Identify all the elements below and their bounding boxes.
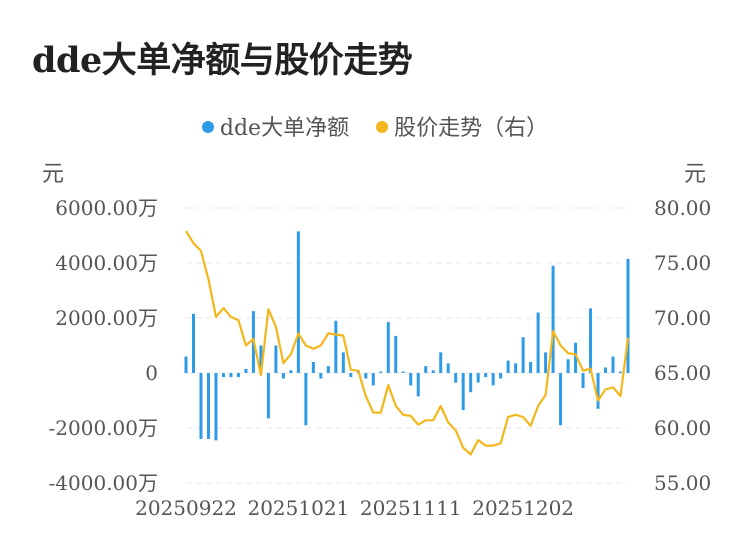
bar [499, 373, 503, 379]
bar [626, 258, 630, 373]
legend-item-dde[interactable]: dde大单净额 [201, 110, 350, 142]
x-tick-label: 20251202 [472, 496, 574, 520]
right-tick-label: 70.00 [654, 306, 711, 330]
bar [229, 373, 233, 378]
bar [446, 363, 450, 373]
bar [206, 373, 210, 439]
bar [214, 373, 218, 441]
bar [304, 373, 308, 426]
line-layer [185, 230, 630, 456]
bar [191, 313, 195, 373]
bar [611, 356, 615, 373]
bar [394, 335, 398, 373]
bar [574, 342, 578, 373]
bar [401, 371, 405, 373]
bar [311, 362, 315, 373]
bar [439, 352, 443, 373]
bar [221, 373, 225, 378]
right-tick-label: 60.00 [654, 416, 711, 440]
bar [409, 373, 413, 386]
bar [334, 320, 338, 373]
bar [416, 373, 420, 397]
bar [431, 370, 435, 373]
right-tick-label: 65.00 [654, 361, 711, 385]
bar [469, 373, 473, 393]
bar [454, 373, 458, 383]
bar [326, 366, 330, 373]
bar [244, 368, 248, 373]
bar [274, 345, 278, 373]
bar [521, 337, 525, 373]
x-tick-label: 20250922 [135, 496, 237, 520]
left-tick-label: 2000.00万 [55, 306, 158, 330]
x-tick-label: 20251111 [360, 496, 462, 520]
bar [491, 373, 495, 386]
right-tick-label: 55.00 [654, 471, 711, 495]
left-tick-label: -2000.00万 [49, 416, 158, 440]
bar [566, 359, 570, 373]
bar [514, 363, 518, 373]
bar [349, 373, 353, 378]
bar [484, 373, 488, 378]
left-tick-label: 4000.00万 [55, 251, 158, 275]
bar [364, 373, 368, 379]
bar [386, 322, 390, 373]
bar [619, 371, 623, 373]
bar [596, 373, 600, 409]
bar [424, 366, 428, 373]
right-axis-unit: 元 [684, 162, 707, 187]
bar [604, 367, 608, 373]
legend: dde大单净额 股价走势（右） [0, 110, 750, 142]
bar [371, 373, 375, 386]
bar [266, 373, 270, 419]
chart-title: dde大单净额与股价走势 [32, 40, 413, 81]
bar [184, 356, 188, 373]
bar [259, 345, 263, 373]
legend-item-price[interactable]: 股价走势（右） [376, 110, 548, 142]
left-tick-label: -4000.00万 [49, 471, 158, 495]
left-tick-label: 0 [145, 361, 158, 385]
bar [551, 265, 555, 373]
left-tick-label: 6000.00万 [55, 196, 158, 220]
right-tick-label: 75.00 [654, 251, 711, 275]
left-axis-unit: 元 [42, 162, 65, 187]
legend-label-dde: dde大单净额 [219, 116, 350, 141]
bar [461, 373, 465, 411]
bar [589, 308, 593, 373]
x-tick-label: 20251021 [247, 496, 349, 520]
bar [289, 370, 293, 373]
bar [199, 373, 203, 439]
legend-dot-blue [201, 121, 214, 133]
bar [281, 373, 285, 379]
right-tick-label: 80.00 [654, 196, 711, 220]
bar [341, 352, 345, 373]
bar [536, 312, 540, 373]
axis-layer: 6000.00万 80.00 4000.00万 75.00 2000.00万 70.00 0… [49, 196, 712, 520]
bar [544, 352, 548, 373]
bar [319, 373, 323, 379]
bar [236, 373, 240, 378]
price-line [185, 230, 630, 456]
bar [296, 231, 300, 373]
bar [529, 362, 533, 373]
bar [476, 373, 480, 383]
legend-label-price: 股价走势（右） [394, 116, 549, 141]
bar [506, 360, 510, 373]
bar [559, 373, 563, 426]
legend-dot-yellow [376, 121, 389, 133]
bar [581, 373, 585, 389]
bar [379, 371, 383, 373]
